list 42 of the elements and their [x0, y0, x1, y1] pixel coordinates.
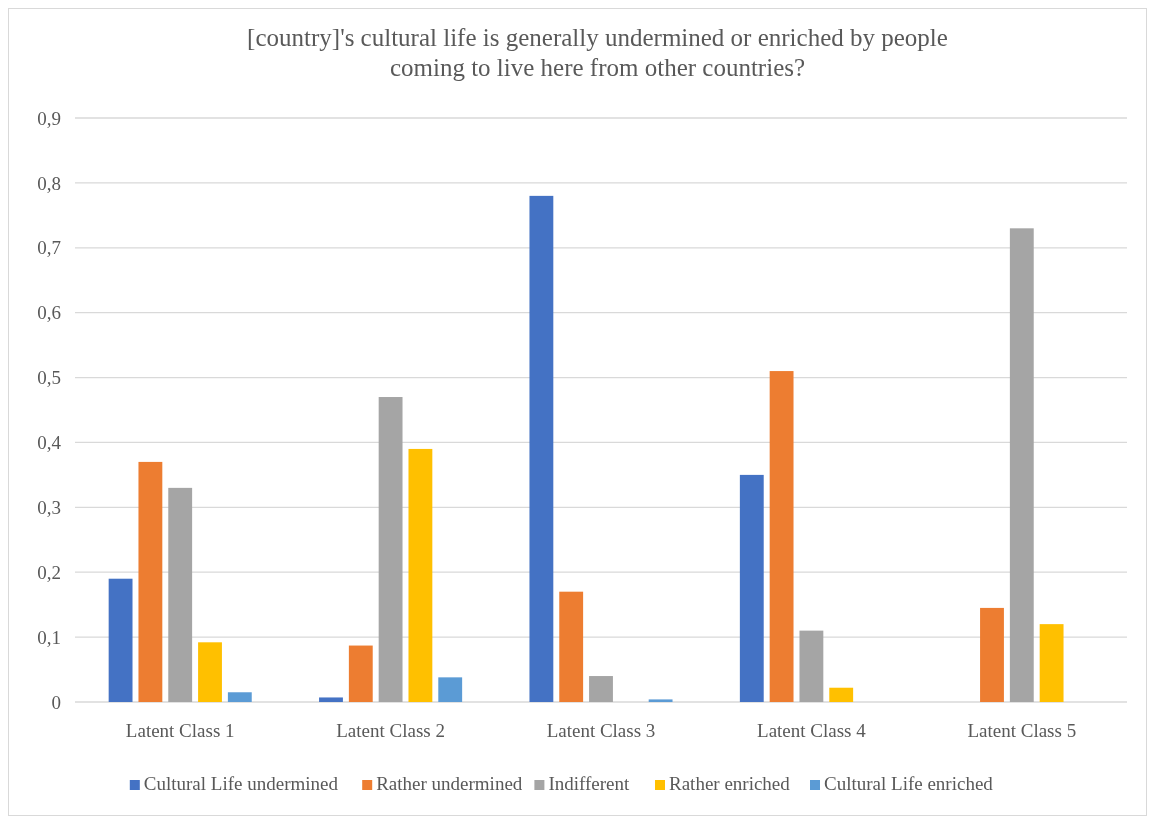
bar: [408, 448, 433, 702]
bar: [529, 195, 554, 702]
y-tick-label: 0,3: [37, 496, 61, 518]
legend-label: Indifferent: [548, 773, 631, 794]
y-tick-label: 0,4: [37, 432, 62, 454]
bar: [198, 642, 222, 702]
bar: [168, 487, 193, 702]
bar: [829, 687, 854, 702]
x-tick-label: Latent Class 2: [336, 720, 445, 741]
bar: [1009, 228, 1034, 702]
bar: [227, 692, 252, 702]
chart-title: [country]'s cultural life is generally undermined or enriched by people coming to live here from other countries?: [247, 24, 948, 81]
legend-label: Cultural Life undermined: [143, 773, 339, 794]
y-tick-label: 0,9: [37, 107, 61, 129]
bar: [589, 676, 613, 702]
bar: [648, 699, 673, 702]
legend-label: Rather enriched: [669, 773, 791, 794]
y-tick-label: 0,8: [37, 172, 61, 194]
bar: [319, 697, 343, 702]
bar: [438, 677, 463, 702]
y-tick-label: 0,1: [37, 626, 61, 648]
bar: [559, 591, 584, 702]
legend-label: Rather undermined: [376, 773, 523, 794]
bar: [378, 397, 403, 702]
y-tick-label: 0,7: [37, 237, 61, 259]
y-tick-label: 0,6: [37, 302, 61, 324]
bar: [138, 461, 163, 702]
legend-label: Cultural Life enriched: [824, 773, 994, 794]
bar: [799, 630, 824, 702]
bar: [108, 578, 133, 702]
x-tick-label: Latent Class 4: [757, 720, 867, 741]
y-tick-label: 0,5: [37, 367, 61, 389]
y-tick-label: 0,2: [37, 561, 61, 583]
bar: [769, 371, 794, 702]
x-tick-label: Latent Class 3: [546, 720, 656, 741]
y-tick-label: 0: [51, 691, 61, 713]
bar: [1039, 624, 1064, 702]
x-tick-label: Latent Class 1: [125, 720, 235, 741]
bar: [739, 474, 764, 702]
bar: [980, 607, 1004, 702]
bar: [348, 645, 373, 702]
x-tick-label: Latent Class 5: [967, 720, 1077, 741]
